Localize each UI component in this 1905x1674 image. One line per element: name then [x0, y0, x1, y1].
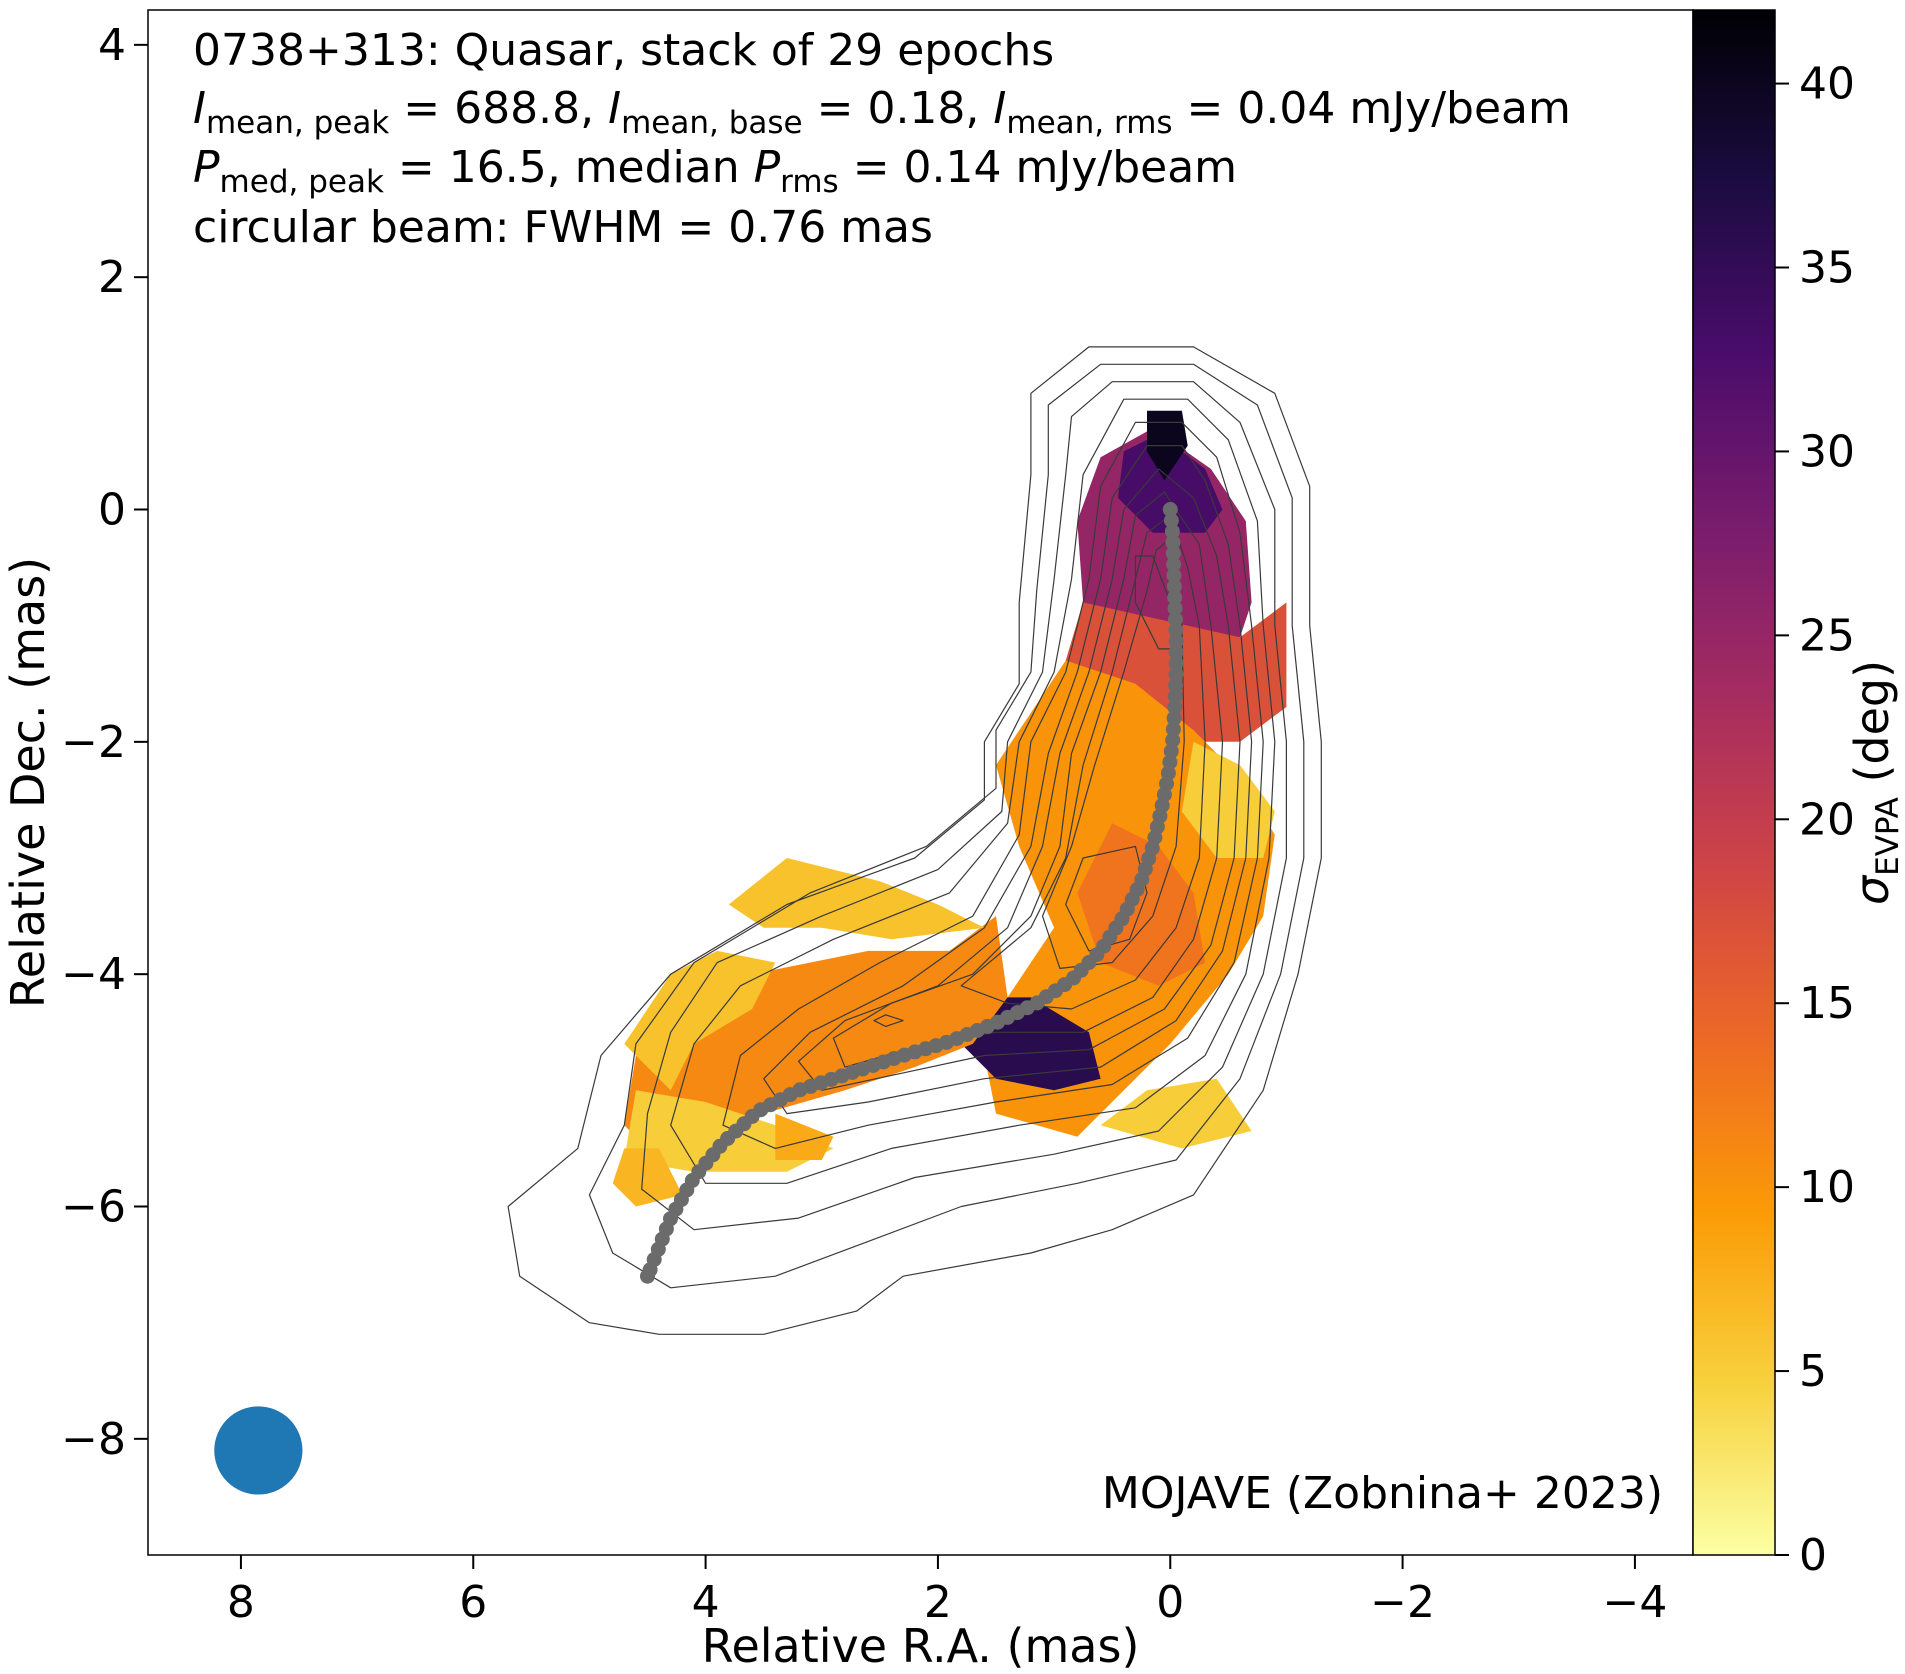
- ridge-point-9: [1167, 600, 1183, 616]
- y-axis-label: Relative Dec. (mas): [1, 557, 55, 1008]
- contour-8: [960, 514, 1206, 1010]
- evpa-region-14: [775, 1113, 834, 1160]
- x-tick-label: −4: [1602, 1577, 1667, 1628]
- colorbar-label: σEVPA (deg): [1845, 660, 1905, 905]
- contour-4: [722, 421, 1264, 1149]
- colorbar-tick-label: 5: [1799, 1346, 1827, 1397]
- x-tick-label: 0: [1156, 1577, 1184, 1628]
- x-tick-label: 4: [692, 1577, 720, 1628]
- x-tick-label: 8: [227, 1577, 255, 1628]
- evpa-region-9: [624, 916, 1008, 1149]
- colorbar: 0 5 10 15 20 25 30 35 40 σEVPA (deg): [1692, 9, 1905, 1581]
- colorbar-tick-label: 25: [1799, 610, 1855, 661]
- ridge-point-95: [640, 1268, 655, 1284]
- evpa-region-5: [1181, 741, 1275, 858]
- ridge-point-15: [1168, 666, 1184, 682]
- title-line-0: 0738+313: Quasar, stack of 29 epochs: [193, 25, 1054, 76]
- ridge-point-5: [1166, 556, 1182, 572]
- ridge-point-1: [1163, 513, 1179, 528]
- contour-3: [670, 398, 1276, 1184]
- ridge-point-2: [1164, 523, 1180, 539]
- ridge-point-4: [1165, 545, 1181, 561]
- jet-ridge-line: [640, 502, 1184, 1284]
- ridge-point-17: [1167, 688, 1183, 704]
- title-line-2: Pmed, peak = 16.5, median Prms = 0.14 mJ…: [193, 142, 1237, 200]
- colorbar-tick-label: 15: [1799, 978, 1855, 1029]
- ridge-point-13: [1168, 644, 1184, 660]
- ridge-point-6: [1166, 567, 1182, 583]
- x-axis: 8 6 4 2 0 −2 −4: [227, 1555, 1667, 1628]
- y-tick-label: 0: [98, 485, 126, 536]
- intensity-contours: [507, 346, 1322, 1335]
- y-tick-label: −2: [61, 717, 126, 768]
- x-tick-label: −2: [1370, 1577, 1435, 1628]
- colorbar-tick-label: 20: [1799, 794, 1855, 845]
- colorbar-gradient: [1692, 9, 1776, 1556]
- beam-ellipse: [214, 1406, 303, 1495]
- x-axis-label: Relative R.A. (mas): [702, 1619, 1140, 1673]
- x-tick-label: 6: [459, 1577, 487, 1628]
- ridge-point-21: [1165, 732, 1181, 748]
- plot-background: [148, 10, 1693, 1555]
- credit-text: MOJAVE (Zobnina+ 2023): [1102, 1468, 1663, 1519]
- ridge-point-3: [1165, 534, 1181, 550]
- x-tick-label: 2: [924, 1577, 952, 1628]
- ridge-point-0: [1162, 502, 1178, 517]
- colorbar-tick-label: 30: [1799, 426, 1855, 477]
- evpa-region-10: [728, 858, 985, 940]
- y-tick-label: −6: [61, 1182, 126, 1233]
- ridge-point-7: [1166, 578, 1182, 594]
- y-tick-label: 2: [98, 252, 126, 303]
- ridge-point-22: [1163, 743, 1179, 759]
- title-line-1: Imean, peak = 688.8, Imean, base = 0.18,…: [193, 83, 1571, 141]
- ridge-point-10: [1168, 611, 1183, 627]
- y-tick-label: −4: [61, 949, 126, 1000]
- title-block: 0738+313: Quasar, stack of 29 epochs Imea…: [193, 25, 1571, 253]
- ridge-point-20: [1165, 721, 1181, 737]
- contour-11: [1065, 845, 1148, 952]
- contour-5: [763, 445, 1253, 1115]
- contour-6: [797, 468, 1241, 1091]
- colorbar-tick-label: 40: [1799, 59, 1855, 110]
- ridge-point-8: [1167, 589, 1183, 605]
- evpa-region-11: [624, 950, 776, 1091]
- colorbar-ticks: 0 5 10 15 20 25 30 35 40: [1775, 59, 1855, 1581]
- contour-2: [641, 381, 1287, 1231]
- colorbar-tick-label: 10: [1799, 1162, 1855, 1213]
- ridge-point-18: [1167, 699, 1183, 715]
- contour-1: [588, 363, 1305, 1289]
- contour-0: [507, 346, 1322, 1335]
- y-tick-label: 4: [98, 20, 126, 71]
- ridge-point-12: [1168, 633, 1184, 649]
- colorbar-tick-label: 0: [1799, 1530, 1827, 1581]
- plot-area: [147, 9, 1694, 1556]
- ridge-point-16: [1168, 677, 1184, 693]
- colorbar-tick-label: 35: [1799, 243, 1855, 294]
- contour-7: [832, 491, 1224, 1068]
- title-line-3: circular beam: FWHM = 0.76 mas: [193, 202, 933, 253]
- y-tick-label: −8: [61, 1414, 126, 1465]
- ridge-point-11: [1168, 622, 1184, 638]
- ridge-point-19: [1166, 710, 1182, 726]
- evpa-region-13: [612, 1148, 683, 1207]
- ridge-point-14: [1168, 655, 1184, 671]
- contour-12: [873, 1014, 904, 1027]
- y-axis: 4 2 0 −2 −4 −6 −8: [61, 20, 148, 1465]
